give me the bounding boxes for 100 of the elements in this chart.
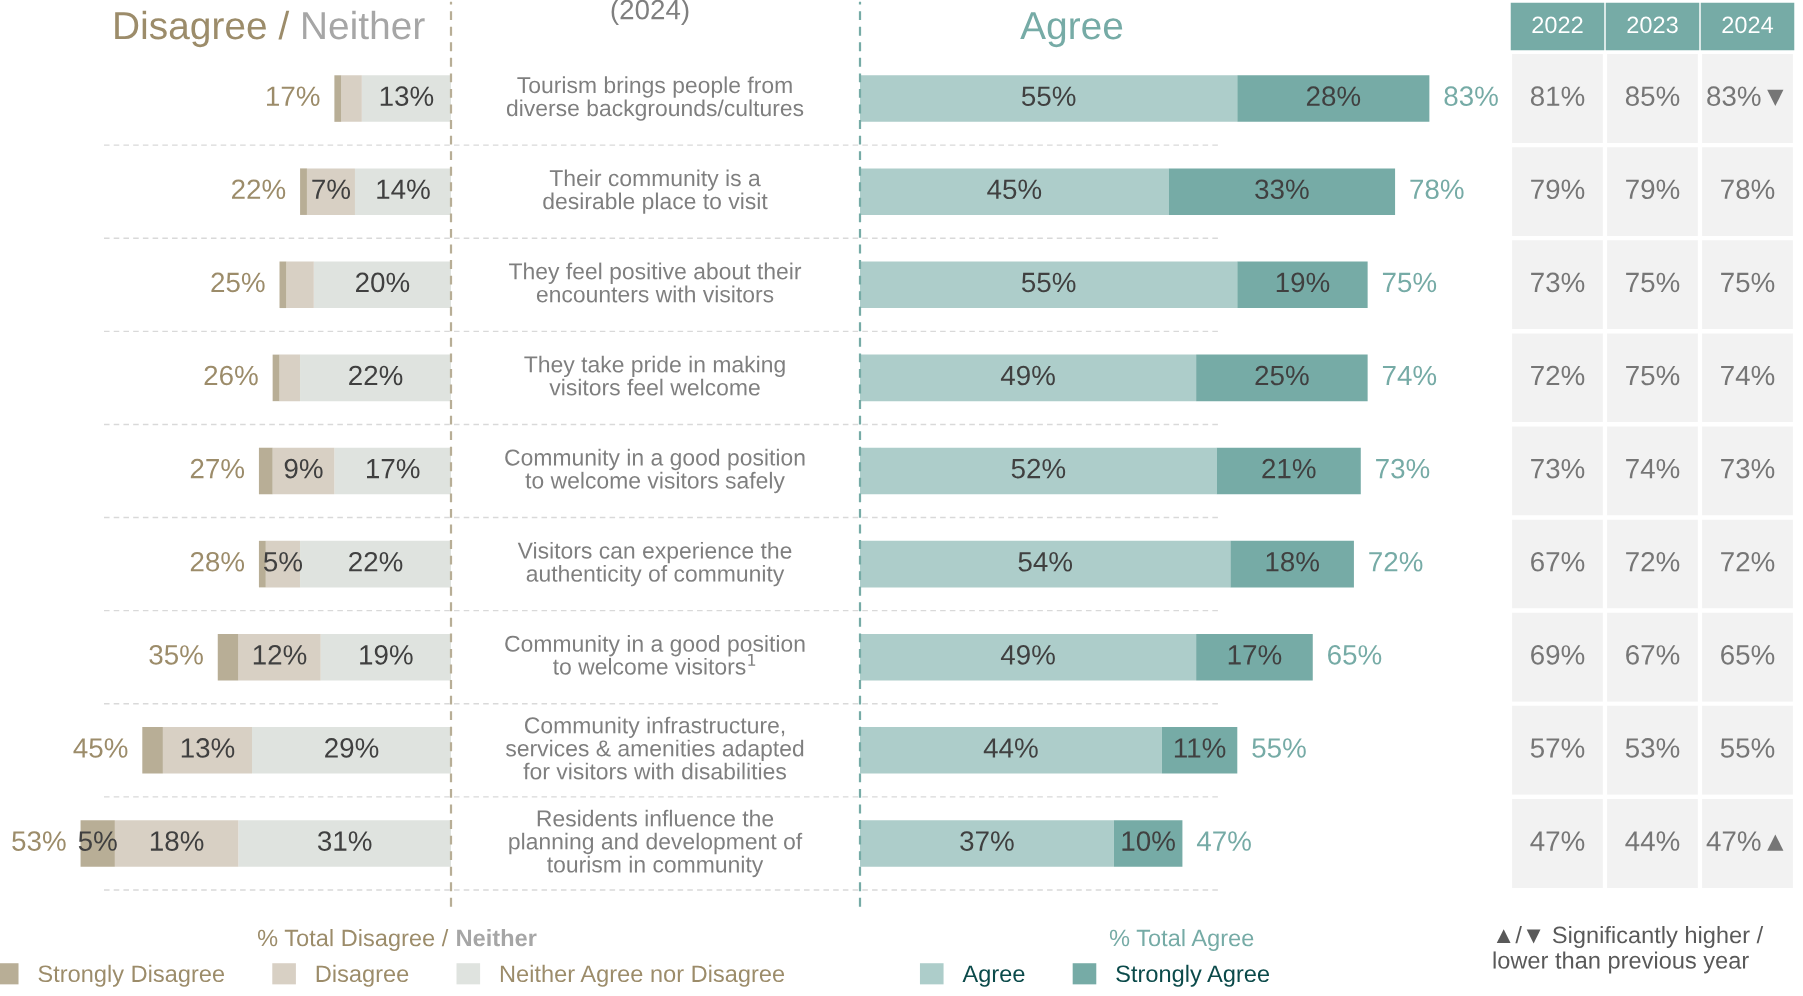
- bar: [252, 727, 451, 774]
- legend-label: Neither Agree nor Disagree: [500, 964, 785, 987]
- text: 75%: [1626, 365, 1680, 386]
- bar: [361, 75, 451, 122]
- legend-label: Disagree: [316, 964, 409, 987]
- total-label: 74%: [1382, 365, 1437, 386]
- bar: [334, 75, 342, 122]
- x-axis-title: % Total Disagree / Neither: [257, 928, 537, 952]
- bar: [238, 820, 451, 867]
- chart-title: Disagree / Neither: [115, 10, 425, 48]
- bar: [142, 727, 163, 774]
- bar: [341, 75, 362, 122]
- data-label: 44%: [983, 738, 1038, 758]
- text: 44%: [1625, 831, 1680, 851]
- text: 73%: [1721, 458, 1775, 479]
- text: 74%: [1626, 458, 1680, 479]
- y-tick-label: Community in a good position to welcome visitors safely: [505, 448, 805, 494]
- category-label: 2023: [1627, 16, 1678, 34]
- text: 65%: [1721, 645, 1775, 665]
- category-label: 2024: [1722, 16, 1774, 34]
- y-tick-label: Community infrastructure, services & amenities adapted for visitors with disabilities: [505, 716, 804, 780]
- bar: [217, 633, 239, 681]
- data-label: 17%: [367, 458, 420, 479]
- bar: [1196, 633, 1313, 681]
- legend-label: Agree: [962, 965, 1025, 987]
- data-label: 18%: [1266, 551, 1319, 572]
- total-label: 47%: [1196, 831, 1251, 851]
- data-label: 17%: [1228, 645, 1282, 665]
- text: 72%: [1721, 551, 1775, 572]
- data-label: 28%: [1306, 86, 1361, 107]
- text: 75%: [1626, 272, 1680, 293]
- text: 55%: [1720, 738, 1775, 758]
- total-label: 75%: [1382, 272, 1437, 293]
- data-label: 12%: [253, 645, 307, 665]
- total-label: 25%: [211, 272, 265, 293]
- bar: [1237, 75, 1430, 122]
- total-label: 53%: [12, 831, 66, 851]
- total-label: 73%: [1376, 458, 1430, 479]
- text: 67%: [1531, 551, 1585, 572]
- bar: [334, 447, 451, 495]
- chart-title: Agree: [1020, 12, 1123, 48]
- bar: [860, 633, 1197, 681]
- text: 72%: [1626, 551, 1680, 572]
- bar: [1161, 727, 1238, 774]
- data-label: 18%: [150, 831, 204, 851]
- data-label: 54%: [1018, 552, 1073, 572]
- data-label: 55%: [1021, 86, 1076, 107]
- data-label: 21%: [1262, 458, 1316, 479]
- data-label: 55%: [1021, 272, 1076, 293]
- legend-label: Strongly Agree: [1116, 964, 1270, 987]
- data-label: 9%: [284, 458, 323, 479]
- data-label: 7%: [312, 179, 351, 200]
- bar: [306, 168, 355, 215]
- y-tick-label: They feel positive about their encounters with visitors: [509, 262, 802, 303]
- data-label: 19%: [1276, 272, 1330, 293]
- bar: [860, 447, 1217, 495]
- data-label: 13%: [181, 738, 235, 758]
- text: 69%: [1531, 645, 1585, 665]
- bar: [238, 633, 321, 681]
- data-label: 29%: [325, 738, 379, 758]
- text: 73%: [1531, 458, 1585, 479]
- total-label: 83%: [1444, 86, 1498, 107]
- legend-label: Strongly Disagree: [38, 964, 225, 987]
- bar: [860, 354, 1197, 402]
- data-label: 25%: [1255, 365, 1309, 386]
- total-label: 17%: [267, 86, 320, 106]
- bar: [1230, 540, 1354, 588]
- data-label: 13%: [380, 86, 434, 107]
- data-label: 33%: [1255, 179, 1309, 200]
- bar: [320, 633, 451, 681]
- total-label: 27%: [190, 458, 245, 479]
- text: 79%: [1531, 179, 1585, 200]
- total-label: 65%: [1328, 645, 1382, 665]
- bar: [1113, 820, 1183, 867]
- data-label: 20%: [356, 272, 410, 293]
- total-label: 26%: [204, 365, 258, 386]
- total-label: 78%: [1410, 179, 1464, 200]
- total-label: 72%: [1369, 551, 1423, 572]
- bar: [354, 168, 451, 215]
- data-label: 10%: [1122, 831, 1175, 851]
- text: ▲/▼ Significantly higher / lower than previous year: [1493, 926, 1764, 974]
- text: 53%: [1625, 738, 1680, 758]
- text: 72%: [1531, 365, 1585, 386]
- text: 85%: [1625, 86, 1680, 107]
- bar: [860, 261, 1238, 309]
- text: 73%: [1531, 272, 1585, 293]
- data-label: 22%: [349, 551, 403, 572]
- bar: [1216, 447, 1361, 495]
- total-label: 45%: [73, 738, 128, 758]
- text: 47%: [1530, 831, 1585, 851]
- bar: [860, 168, 1169, 215]
- total-label: 22%: [231, 179, 286, 200]
- y-tick-label: Visitors can experience the authenticity of community: [517, 541, 792, 587]
- bar: [860, 727, 1162, 774]
- y-tick-label: Tourism brings people from diverse backgrounds/cultures: [506, 76, 804, 121]
- data-label: 49%: [1000, 645, 1055, 665]
- data-label: 22%: [349, 365, 403, 386]
- data-label: 52%: [1011, 458, 1066, 479]
- text: 83%▼: [1707, 86, 1784, 107]
- y-tick-label: Community in a good position to welcome visitors$^{1}$: [505, 635, 805, 675]
